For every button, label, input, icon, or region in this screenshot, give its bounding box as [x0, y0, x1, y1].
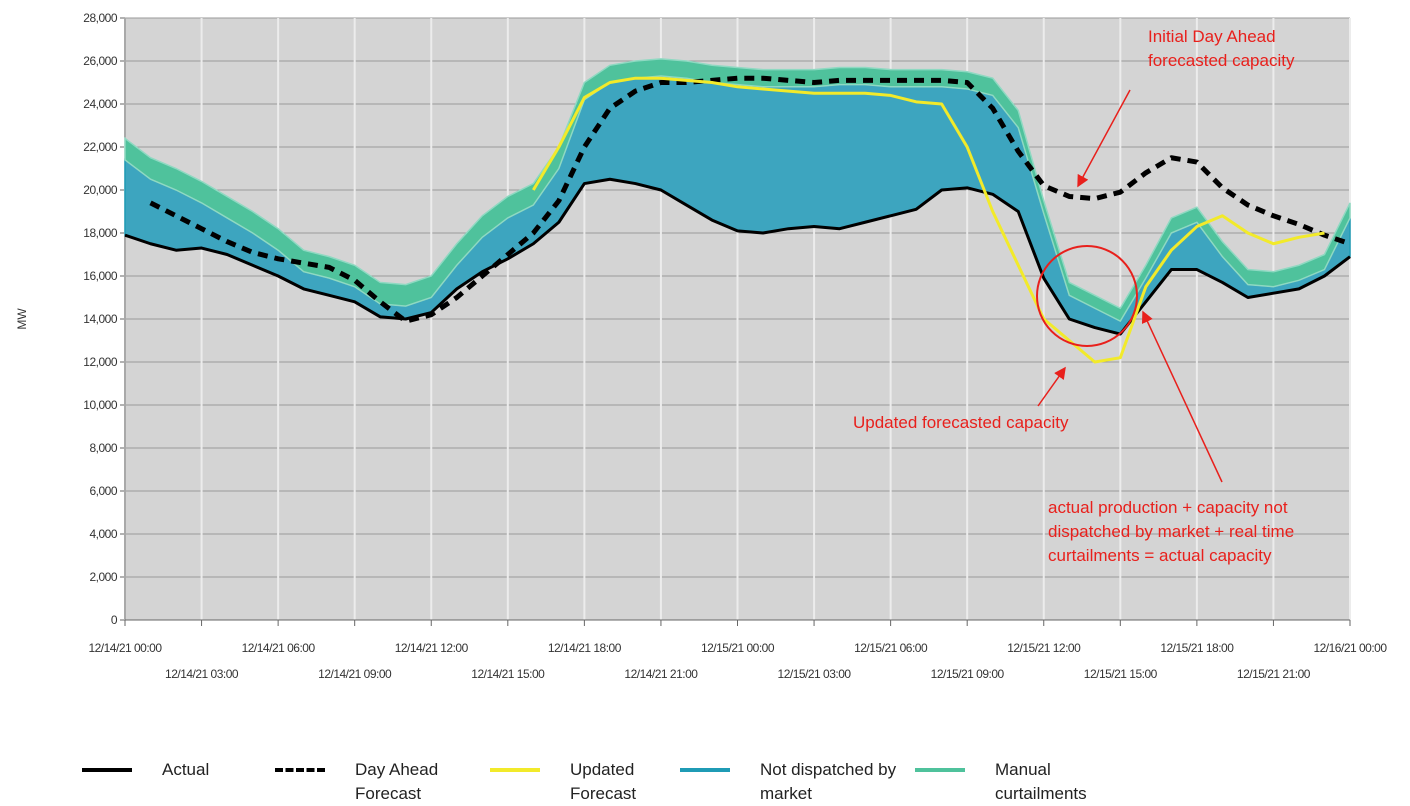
y-tick-label: 16,000 — [83, 269, 118, 283]
x-tick-label: 12/14/21 18:00 — [548, 641, 622, 655]
y-tick-label: 20,000 — [83, 183, 118, 197]
y-tick-label: 8,000 — [89, 441, 117, 455]
annotation: dispatched by market + real time — [1048, 522, 1294, 541]
x-tick-label: 12/14/21 03:00 — [165, 667, 239, 681]
x-tick-label: 12/15/21 18:00 — [1160, 641, 1234, 655]
x-tick-label: 12/14/21 15:00 — [471, 667, 545, 681]
x-tick-label: 12/14/21 00:00 — [88, 641, 162, 655]
x-tick-label: 12/16/21 00:00 — [1313, 641, 1387, 655]
y-tick-label: 22,000 — [83, 140, 118, 154]
y-tick-label: 18,000 — [83, 226, 118, 240]
x-tick-label: 12/15/21 21:00 — [1237, 667, 1311, 681]
y-tick-label: 4,000 — [89, 527, 117, 541]
legend-label: Day Ahead Forecast — [355, 760, 439, 803]
arrow — [1077, 89, 1131, 188]
series-line — [532, 76, 1325, 364]
x-tick-label: 12/15/21 03:00 — [778, 667, 852, 681]
x-tick-label: 12/15/21 00:00 — [701, 641, 775, 655]
arrow — [1037, 366, 1066, 407]
annotation: Updated forecasted capacity — [853, 413, 1069, 432]
legend-label: Actual — [162, 760, 210, 779]
series-line — [124, 177, 1351, 336]
legend-swatch — [680, 768, 730, 772]
series-line — [149, 75, 1351, 324]
annotation: curtailments = actual capacity — [1048, 546, 1272, 565]
y-tick-label: 10,000 — [83, 398, 118, 412]
y-tick-label: 26,000 — [83, 54, 118, 68]
arrow — [1141, 310, 1223, 483]
x-tick-label: 12/15/21 06:00 — [854, 641, 928, 655]
band-area — [124, 58, 1351, 323]
legend-label: Not dispatched by market — [760, 760, 897, 803]
legend-label: Manual curtailments — [995, 760, 1087, 803]
y-tick-label: 0 — [111, 613, 118, 627]
legend-swatch — [490, 768, 540, 772]
legend-swatch — [915, 768, 965, 772]
annotation: Initial Day Ahead — [1148, 27, 1276, 46]
x-tick-label: 12/14/21 12:00 — [395, 641, 469, 655]
legend-swatch — [275, 768, 325, 772]
x-tick-label: 12/14/21 06:00 — [242, 641, 316, 655]
highlight-circle — [1036, 245, 1138, 347]
y-tick-label: 6,000 — [89, 484, 117, 498]
x-tick-label: 12/15/21 12:00 — [1007, 641, 1081, 655]
x-tick-label: 12/14/21 21:00 — [624, 667, 698, 681]
x-tick-label: 12/15/21 15:00 — [1084, 667, 1158, 681]
legend-swatch — [82, 768, 132, 772]
y-tick-label: 28,000 — [83, 11, 118, 25]
chart: 0 2,000 4,000 6,000 8,000 10,000 12,000 14,000 1… — [15, 11, 1388, 681]
y-tick-label: 24,000 — [83, 97, 118, 111]
legend-label: Updated Forecast — [570, 760, 637, 803]
y-tick-label: 14,000 — [83, 312, 118, 326]
y-tick-label: 2,000 — [89, 570, 117, 584]
y-tick-label: 12,000 — [83, 355, 118, 369]
x-tick-label: 12/15/21 09:00 — [931, 667, 1005, 681]
x-tick-label: 12/14/21 09:00 — [318, 667, 392, 681]
y-axis-title: MW — [15, 308, 29, 330]
annotation: actual production + capacity not — [1048, 498, 1288, 517]
annotation: forecasted capacity — [1148, 51, 1295, 70]
